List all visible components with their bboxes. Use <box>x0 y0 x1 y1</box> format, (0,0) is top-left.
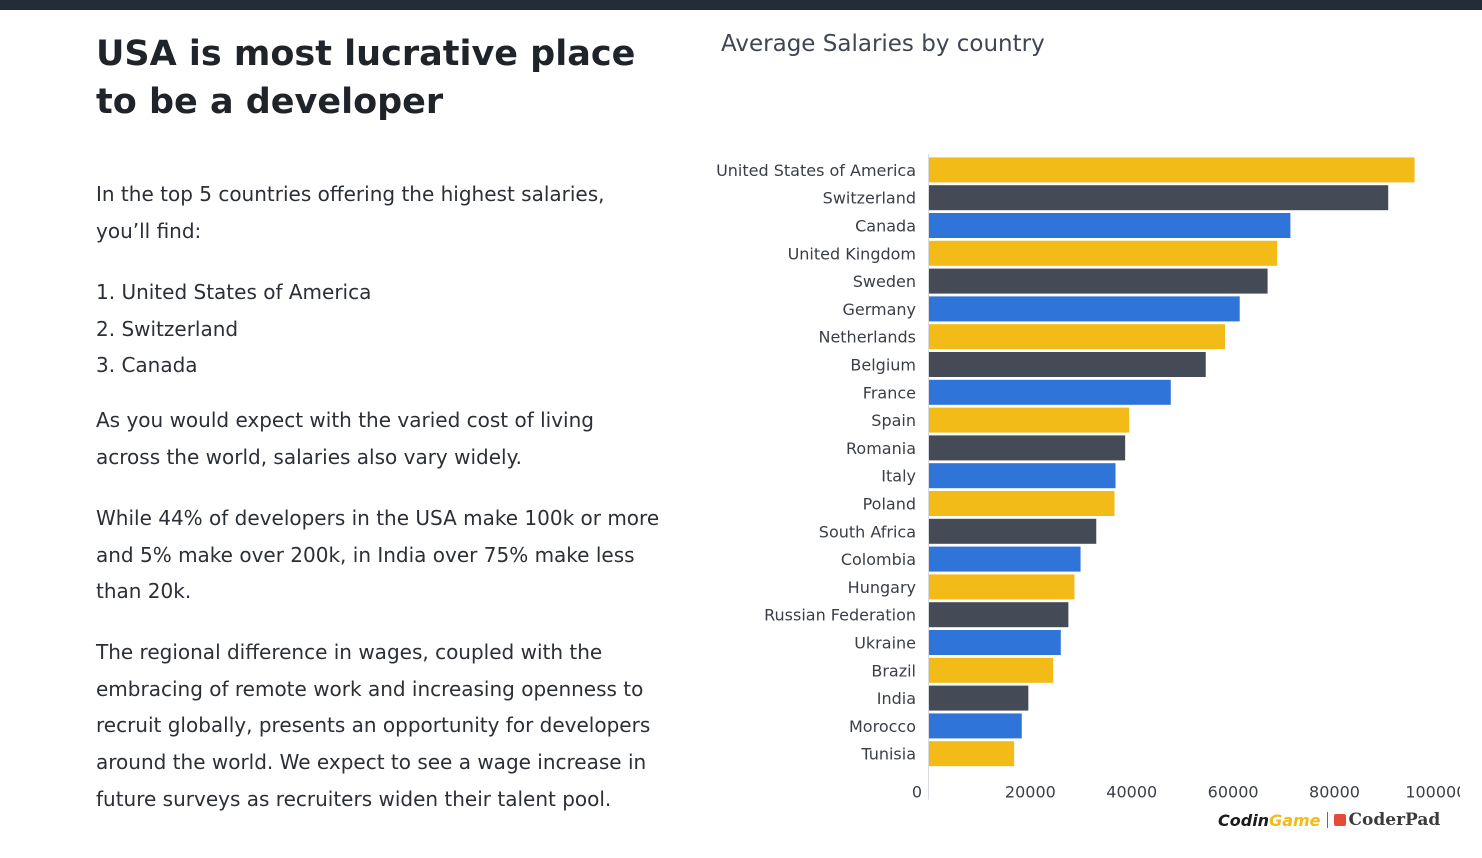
coderpad-logo: CoderPad <box>1348 810 1441 830</box>
category-label: Switzerland <box>823 189 916 208</box>
coderpad-icon <box>1333 814 1346 826</box>
category-label: India <box>877 689 916 708</box>
bar-netherlands <box>929 324 1226 350</box>
category-label: Russian Federation <box>764 606 916 625</box>
bar-canada <box>929 213 1291 238</box>
bar-russian-federation <box>929 602 1069 628</box>
chart-title: Average Salaries by country <box>721 31 1045 57</box>
category-label: United Kingdom <box>788 244 916 263</box>
bar-poland <box>929 491 1115 516</box>
category-label: Poland <box>863 495 916 514</box>
usa-india-paragraph: While 44% of developers in the USA make … <box>96 506 660 604</box>
bar-spain <box>929 407 1130 433</box>
intro-paragraph: In the top 5 countries offering the high… <box>96 182 605 243</box>
x-tick-label: 80000 <box>1309 783 1360 800</box>
category-label: Netherlands <box>818 328 916 347</box>
bar-ukraine <box>929 630 1061 655</box>
bar-switzerland <box>929 185 1389 211</box>
top-bar <box>0 0 1482 10</box>
bar-hungary <box>929 574 1075 600</box>
bar-south-africa <box>929 518 1097 544</box>
regional-difference-paragraph: The regional difference in wages, couple… <box>96 640 651 811</box>
codingame-logo: CodinGame <box>1218 811 1321 830</box>
category-label: Germany <box>842 300 916 319</box>
bar-brazil <box>929 657 1054 683</box>
bar-belgium <box>929 352 1206 377</box>
bar-sweden <box>929 268 1268 294</box>
bar-united-states-of-america <box>929 157 1415 183</box>
x-tick-label: 20000 <box>1005 783 1056 800</box>
x-tick-label: 100000 <box>1405 783 1460 800</box>
category-label: Italy <box>881 467 916 486</box>
category-label: Hungary <box>848 578 916 597</box>
bar-romania <box>929 435 1126 461</box>
category-label: Canada <box>855 217 916 236</box>
category-label: Colombia <box>841 550 916 569</box>
x-tick-label: 0 <box>912 783 922 800</box>
cost-of-living-paragraph: As you would expect with the varied cost… <box>96 408 594 469</box>
bar-tunisia <box>929 741 1015 767</box>
category-label: Morocco <box>849 717 916 736</box>
salary-bar-chart: United States of America Switzerland Canad… <box>716 154 1460 800</box>
top-country-item: 1. United States of America <box>96 280 372 304</box>
codingame-logo-prefix: Codin <box>1218 810 1270 830</box>
bar-morocco <box>929 713 1022 739</box>
headline: USA is most lucrative place to be a deve… <box>96 34 636 122</box>
top-country-item: 3. Canada <box>96 353 198 378</box>
bar-italy <box>929 463 1116 489</box>
bar-india <box>929 685 1029 711</box>
category-label: Spain <box>871 411 916 430</box>
top-country-item: 2. Switzerland <box>96 316 239 341</box>
category-label: United States of America <box>716 161 916 180</box>
top-countries-list: 1. United States of America 2. Switzerla… <box>96 274 371 384</box>
category-label: France <box>863 383 916 402</box>
category-label: Brazil <box>871 661 916 680</box>
bar-france <box>929 379 1171 405</box>
bar-germany <box>929 296 1240 322</box>
codingame-logo-suffix: Game <box>1269 810 1321 830</box>
category-label: Belgium <box>850 356 916 375</box>
x-tick-label: 40000 <box>1106 783 1157 800</box>
brand-logos: CodinGame CoderPad <box>1218 806 1440 834</box>
x-tick-label: 60000 <box>1208 783 1259 800</box>
category-label: Ukraine <box>854 634 916 653</box>
brand-divider <box>1326 812 1328 828</box>
category-label: Tunisia <box>860 745 916 764</box>
category-label: South Africa <box>819 522 916 541</box>
category-label: Sweden <box>853 272 916 291</box>
bar-colombia <box>929 546 1081 572</box>
category-label: Romania <box>846 439 916 458</box>
bar-united-kingdom <box>929 240 1278 266</box>
